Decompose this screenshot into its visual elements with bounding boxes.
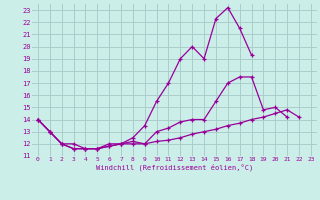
X-axis label: Windchill (Refroidissement éolien,°C): Windchill (Refroidissement éolien,°C): [96, 164, 253, 171]
